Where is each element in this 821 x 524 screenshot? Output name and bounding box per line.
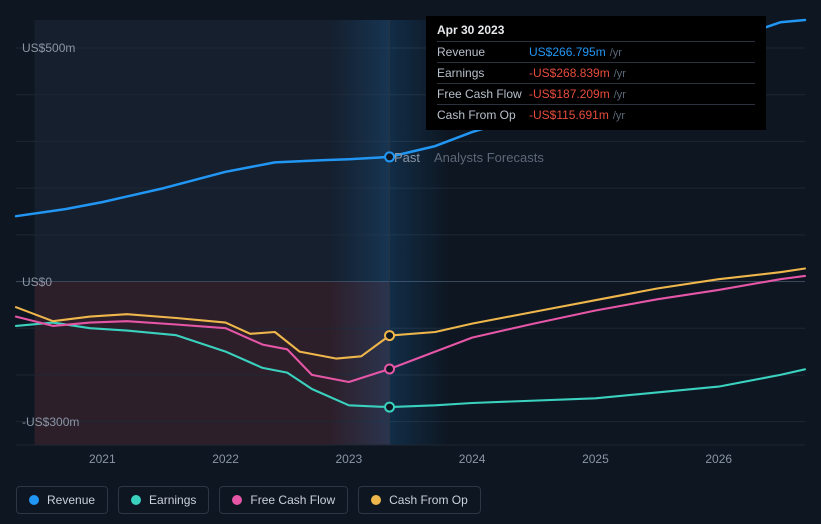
x-tick-label: 2023 [336, 452, 363, 466]
legend-swatch [371, 495, 381, 505]
financials-chart: Past Analysts Forecasts Apr 30 2023 Reve… [0, 0, 821, 524]
tooltip-rows: RevenueUS$266.795m/yrEarnings-US$268.839… [437, 41, 755, 125]
marker-cfo [385, 331, 394, 340]
x-tick-label: 2022 [212, 452, 239, 466]
tooltip-row-label: Free Cash Flow [437, 87, 529, 101]
x-tick-label: 2024 [459, 452, 486, 466]
tooltip-row-unit: /yr [614, 89, 626, 101]
tooltip-row-label: Cash From Op [437, 108, 529, 122]
tooltip-row-value: -US$115.691m [529, 108, 609, 122]
tooltip-row: Free Cash Flow-US$187.209m/yr [437, 83, 755, 104]
legend-label: Earnings [149, 493, 196, 507]
y-tick-label: US$500m [22, 41, 75, 55]
tooltip-row-value: -US$187.209m [529, 87, 610, 101]
tooltip-row-unit: /yr [610, 47, 622, 59]
chart-legend: Revenue Earnings Free Cash Flow Cash From O… [16, 486, 481, 514]
legend-swatch [29, 495, 39, 505]
legend-label: Cash From Op [389, 493, 468, 507]
tooltip-row-value: US$266.795m [529, 45, 606, 59]
legend-item-earnings[interactable]: Earnings [118, 486, 209, 514]
chart-tooltip: Apr 30 2023 RevenueUS$266.795m/yrEarning… [426, 16, 766, 130]
tooltip-row: Earnings-US$268.839m/yr [437, 62, 755, 83]
section-label-past: Past [394, 150, 420, 165]
tooltip-row: RevenueUS$266.795m/yr [437, 41, 755, 62]
tooltip-row-label: Earnings [437, 66, 529, 80]
marker-revenue [385, 152, 394, 161]
legend-swatch [232, 495, 242, 505]
legend-swatch [131, 495, 141, 505]
x-tick-label: 2025 [582, 452, 609, 466]
legend-item-fcf[interactable]: Free Cash Flow [219, 486, 348, 514]
x-tick-label: 2021 [89, 452, 116, 466]
marker-fcf [385, 364, 394, 373]
y-tick-label: -US$300m [22, 415, 79, 429]
tooltip-row: Cash From Op-US$115.691m/yr [437, 104, 755, 125]
x-tick-label: 2026 [705, 452, 732, 466]
section-label-forecast: Analysts Forecasts [434, 150, 544, 165]
marker-earnings [385, 403, 394, 412]
tooltip-date: Apr 30 2023 [437, 23, 755, 41]
legend-item-revenue[interactable]: Revenue [16, 486, 108, 514]
legend-label: Revenue [47, 493, 95, 507]
tooltip-row-value: -US$268.839m [529, 66, 610, 80]
legend-item-cfo[interactable]: Cash From Op [358, 486, 481, 514]
tooltip-row-unit: /yr [613, 110, 625, 122]
y-tick-label: US$0 [22, 275, 52, 289]
tooltip-row-label: Revenue [437, 45, 529, 59]
tooltip-row-unit: /yr [614, 68, 626, 80]
legend-label: Free Cash Flow [250, 493, 335, 507]
